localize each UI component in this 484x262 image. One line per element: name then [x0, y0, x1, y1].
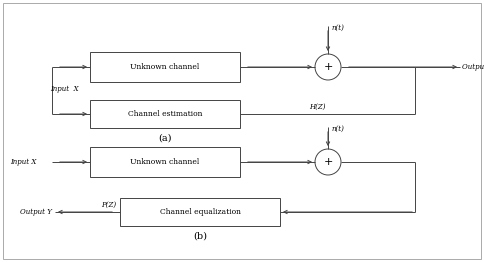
Text: P(Z): P(Z)	[101, 201, 116, 209]
Bar	[90, 100, 240, 128]
Text: Unknown channel: Unknown channel	[130, 63, 199, 71]
Text: Channel equalization: Channel equalization	[160, 208, 241, 216]
Text: Output Y: Output Y	[20, 208, 52, 216]
Text: (a): (a)	[158, 134, 172, 143]
Text: Input  X: Input X	[50, 85, 78, 93]
Text: (b): (b)	[193, 232, 207, 241]
Text: +: +	[323, 62, 333, 72]
Bar	[120, 198, 280, 226]
Text: n(t): n(t)	[332, 24, 345, 32]
Text: Channel estimation: Channel estimation	[128, 110, 202, 118]
Text: +: +	[323, 157, 333, 167]
Bar	[90, 52, 240, 82]
Text: Input X: Input X	[10, 158, 36, 166]
Text: n(t): n(t)	[332, 125, 345, 133]
Text: Output Y: Output Y	[462, 63, 484, 71]
Text: Unknown channel: Unknown channel	[130, 158, 199, 166]
Text: H(Z): H(Z)	[309, 103, 326, 111]
Bar	[90, 147, 240, 177]
